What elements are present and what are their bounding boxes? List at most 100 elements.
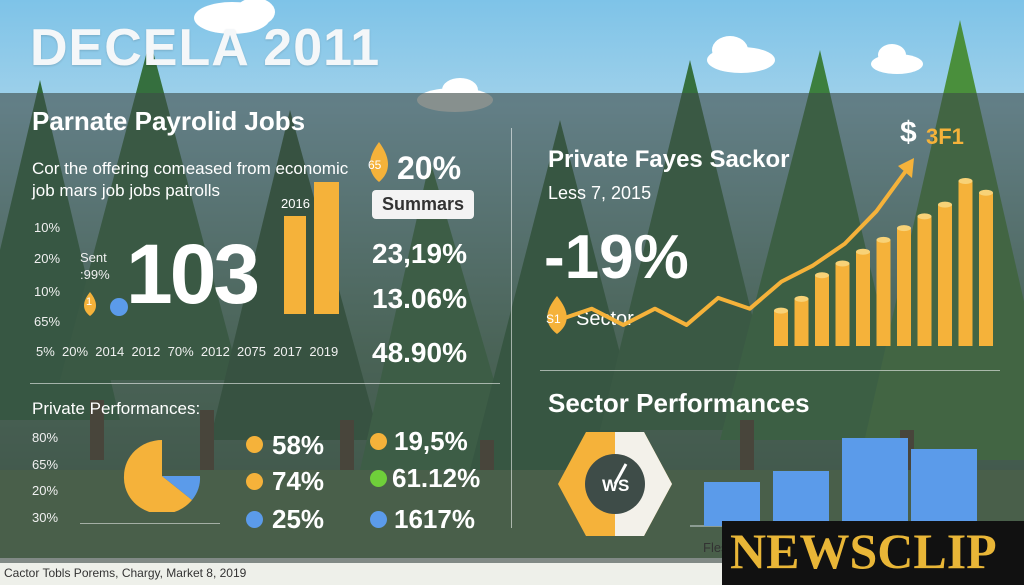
summary-value: 48.90%	[372, 337, 467, 368]
bar-2016	[284, 216, 306, 314]
x-label: 20%	[62, 344, 89, 359]
blue-dot-icon	[110, 298, 128, 316]
dollar-sign: $	[900, 116, 917, 149]
description-line-1: Cor the offering comeased from economic	[32, 159, 349, 178]
x-label: 2012	[131, 344, 161, 359]
stat-dot	[370, 470, 387, 487]
y-label: 10%	[34, 220, 61, 235]
trend-bar	[794, 298, 809, 346]
gauge	[558, 432, 672, 536]
stat-value: 74%	[272, 466, 325, 496]
trend-bar-cap	[917, 213, 932, 220]
x-label: 2017	[273, 344, 303, 359]
sector-date: Less 7, 2015	[548, 183, 652, 203]
trend-bar	[815, 275, 829, 346]
private-performances-heading: Private Performances:	[32, 399, 201, 418]
stat-dot	[246, 473, 263, 490]
sector-bar	[911, 449, 977, 526]
logo-watermark-text: NEWSCLIP	[730, 523, 997, 579]
sent-label: Sent	[80, 250, 107, 265]
marker-icons	[84, 292, 128, 316]
trend-bar	[774, 310, 788, 346]
stat-dot	[246, 436, 263, 453]
trend-bar	[917, 216, 932, 346]
gauge-needle-icon	[613, 463, 628, 485]
sector-axis-label: Fles	[703, 540, 728, 555]
trend-bar-cap	[876, 236, 891, 243]
left-divider	[30, 383, 500, 384]
stat-value: 58%	[272, 430, 325, 460]
drop-marker-icon	[84, 292, 96, 316]
stat-value: 25%	[272, 504, 325, 534]
summary-marker: 65	[368, 158, 382, 172]
trend-bar-cap	[835, 260, 850, 267]
trend-chart	[559, 158, 993, 346]
sector-bar	[842, 438, 908, 526]
trend-bar	[897, 228, 911, 346]
x-label: 2075	[237, 344, 266, 359]
page-title: DECELA 2011	[30, 19, 381, 77]
sector-bar-chart	[690, 438, 1000, 527]
y-label: 65%	[32, 457, 59, 472]
pie-slice-top	[124, 440, 162, 476]
trend-bar	[835, 263, 850, 346]
sector-bar	[773, 471, 829, 526]
trend-bar-cap	[815, 272, 829, 279]
vertical-divider	[511, 128, 512, 528]
sector-drop-icon	[547, 296, 567, 334]
x-axis-labels: 5% 20% 2014 2012 70% 2012 2075 2017 2019	[36, 344, 338, 359]
summary-value: 13.06%	[372, 283, 467, 314]
y-label: 65%	[34, 314, 61, 329]
y-label: 20%	[34, 251, 61, 266]
stat-value: 61.12%	[392, 463, 481, 493]
trend-bar-cap	[958, 178, 973, 184]
description-line-2: job mars job jobs patrolls	[32, 181, 221, 200]
peak-label: 3F1	[926, 124, 964, 149]
x-label: 2019	[309, 344, 339, 359]
trend-bar-cap	[897, 225, 911, 232]
sector-bar	[704, 482, 760, 526]
axis-line	[80, 523, 220, 524]
trend-bar	[938, 204, 952, 346]
sector-marker: S1	[546, 312, 561, 326]
trend-bar	[876, 239, 891, 346]
summary-badge: Summars	[372, 190, 475, 219]
y-label: 30%	[32, 510, 59, 525]
right-divider	[540, 370, 1000, 371]
y-label: 10%	[34, 284, 61, 299]
private-sector-heading: Private Fayes Sackor	[548, 146, 790, 173]
stat-dot	[370, 511, 387, 528]
bar-label: 2016	[281, 196, 310, 211]
y-label: 80%	[32, 430, 59, 445]
bar-2017	[314, 182, 339, 314]
sent-value: :99%	[80, 267, 110, 282]
payroll-jobs-heading: Parnate Payrolid Jobs	[32, 106, 306, 136]
marker-value: 1	[86, 296, 93, 308]
x-label: 2014	[95, 344, 125, 359]
trend-bar-cap	[794, 295, 809, 302]
big-number: 103	[126, 227, 260, 321]
trend-bar-cap	[979, 189, 993, 196]
pie-chart	[123, 440, 201, 512]
pie-slice-orange	[123, 476, 192, 512]
sector-big-pct: -19%	[544, 223, 689, 292]
trend-arrow-icon	[898, 158, 914, 178]
sector-performances-heading: Sector Performances	[548, 388, 810, 418]
x-label: 5%	[36, 344, 55, 359]
x-label: 70%	[167, 344, 194, 359]
y-label: 20%	[32, 483, 59, 498]
trend-bar	[856, 251, 870, 346]
stat-dot	[246, 511, 263, 528]
trend-bar-cap	[938, 201, 952, 208]
summary-headline: 20%	[397, 150, 462, 186]
pie-slice-blue	[162, 476, 201, 500]
summary-value: 23,19%	[372, 238, 467, 269]
trend-bar	[979, 192, 993, 346]
logo-watermark	[722, 521, 1024, 585]
trend-bar-cap	[774, 307, 788, 314]
trend-bar-cap	[856, 248, 870, 255]
trend-line	[559, 166, 910, 327]
stat-value: 19,5%	[394, 426, 468, 456]
footer-caption: Cactor Tobls Porems, Chargy, Market 8, 2…	[4, 566, 247, 580]
trend-bar	[958, 181, 973, 346]
